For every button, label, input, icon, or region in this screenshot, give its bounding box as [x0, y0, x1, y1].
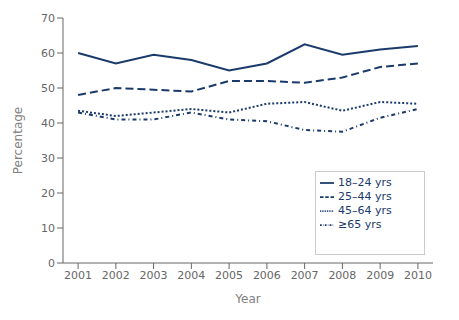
- svg-text:2003: 2003: [140, 269, 168, 282]
- svg-text:Year: Year: [234, 292, 260, 306]
- svg-text:2009: 2009: [366, 269, 394, 282]
- svg-text:2004: 2004: [177, 269, 205, 282]
- svg-text:30: 30: [41, 152, 55, 165]
- svg-text:2001: 2001: [64, 269, 92, 282]
- svg-text:10: 10: [41, 222, 55, 235]
- html-text:18–24 yrs: 18–24 yrs: [338, 176, 392, 189]
- svg-text:2010: 2010: [404, 269, 432, 282]
- svg-text:40: 40: [41, 117, 55, 130]
- html-text:25–44 yrs: 25–44 yrs: [338, 190, 392, 203]
- svg-text:0: 0: [48, 257, 55, 270]
- svg-text:2008: 2008: [328, 269, 356, 282]
- svg-text:60: 60: [41, 47, 55, 60]
- svg-text:2005: 2005: [215, 269, 243, 282]
- svg-text:50: 50: [41, 82, 55, 95]
- svg-text:Percentage: Percentage: [11, 107, 25, 175]
- html-text:≥65 yrs: ≥65 yrs: [338, 218, 382, 231]
- svg-text:2006: 2006: [253, 269, 281, 282]
- svg-text:2002: 2002: [102, 269, 130, 282]
- html-text:45–64 yrs: 45–64 yrs: [338, 204, 392, 217]
- svg-text:70: 70: [41, 12, 55, 25]
- svg-text:2007: 2007: [291, 269, 319, 282]
- svg-text:20: 20: [41, 187, 55, 200]
